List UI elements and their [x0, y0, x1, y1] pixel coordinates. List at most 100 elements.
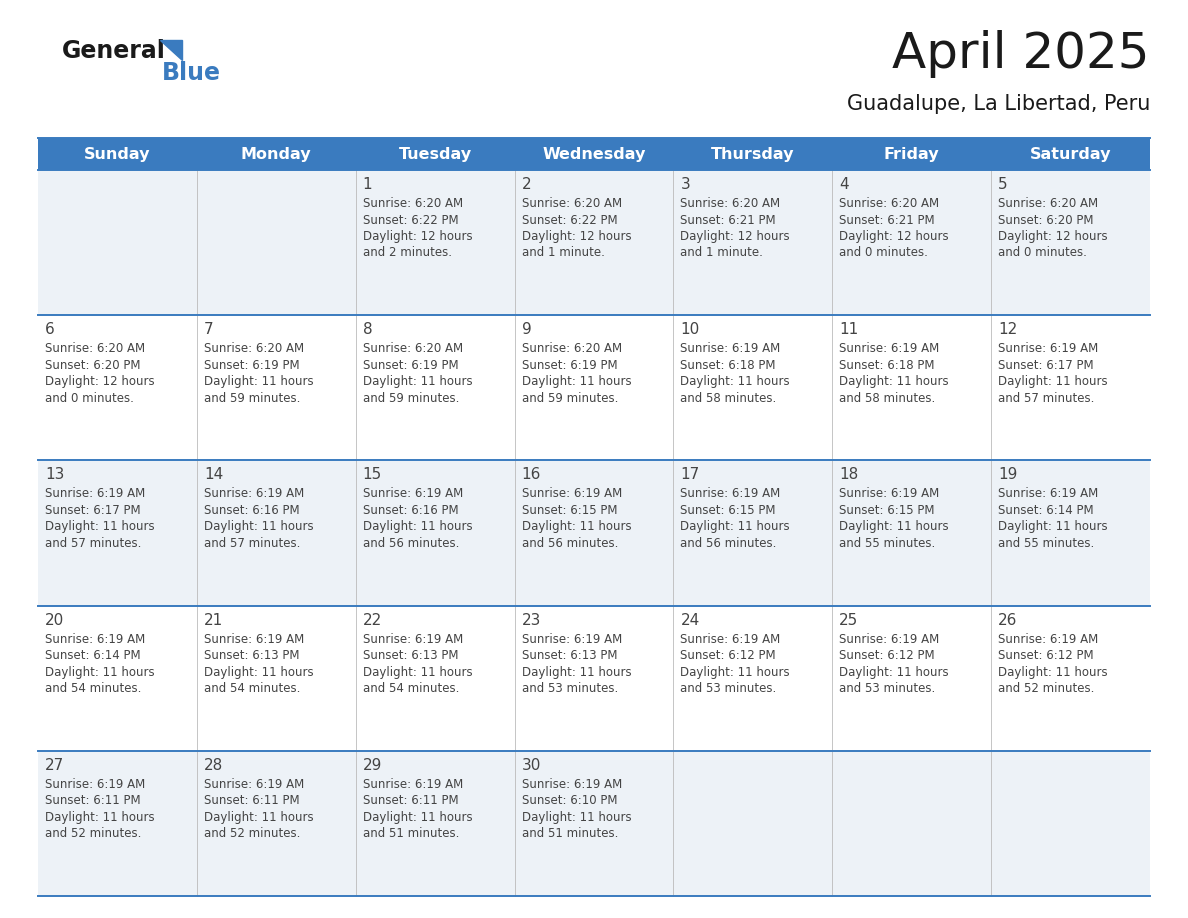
- Text: Daylight: 11 hours: Daylight: 11 hours: [204, 811, 314, 823]
- Text: Sunday: Sunday: [84, 147, 151, 162]
- Text: Sunset: 6:20 PM: Sunset: 6:20 PM: [998, 214, 1094, 227]
- Text: Sunrise: 6:19 AM: Sunrise: 6:19 AM: [681, 633, 781, 645]
- Text: Sunset: 6:17 PM: Sunset: 6:17 PM: [998, 359, 1094, 372]
- Text: and 56 minutes.: and 56 minutes.: [362, 537, 459, 550]
- Text: Daylight: 11 hours: Daylight: 11 hours: [998, 666, 1107, 678]
- Text: and 55 minutes.: and 55 minutes.: [839, 537, 935, 550]
- Text: and 0 minutes.: and 0 minutes.: [998, 247, 1087, 260]
- Text: and 0 minutes.: and 0 minutes.: [839, 247, 928, 260]
- Text: Sunrise: 6:20 AM: Sunrise: 6:20 AM: [522, 197, 621, 210]
- Text: 7: 7: [204, 322, 214, 337]
- Text: Sunrise: 6:19 AM: Sunrise: 6:19 AM: [681, 342, 781, 355]
- Text: Daylight: 12 hours: Daylight: 12 hours: [998, 230, 1107, 243]
- Text: Daylight: 11 hours: Daylight: 11 hours: [362, 811, 473, 823]
- Text: Sunset: 6:13 PM: Sunset: 6:13 PM: [204, 649, 299, 662]
- Text: Sunrise: 6:19 AM: Sunrise: 6:19 AM: [522, 487, 621, 500]
- Text: 5: 5: [998, 177, 1007, 192]
- Text: Daylight: 11 hours: Daylight: 11 hours: [204, 521, 314, 533]
- Text: 16: 16: [522, 467, 541, 482]
- Text: Sunrise: 6:19 AM: Sunrise: 6:19 AM: [362, 487, 463, 500]
- Text: 1: 1: [362, 177, 372, 192]
- Text: and 59 minutes.: and 59 minutes.: [204, 392, 301, 405]
- Bar: [38, 315, 1150, 461]
- Text: 25: 25: [839, 612, 859, 628]
- Text: Sunrise: 6:19 AM: Sunrise: 6:19 AM: [45, 633, 145, 645]
- Text: Sunset: 6:13 PM: Sunset: 6:13 PM: [362, 649, 459, 662]
- Text: Sunset: 6:19 PM: Sunset: 6:19 PM: [362, 359, 459, 372]
- Text: and 54 minutes.: and 54 minutes.: [362, 682, 459, 695]
- Text: Sunset: 6:11 PM: Sunset: 6:11 PM: [204, 794, 299, 807]
- Text: Friday: Friday: [884, 147, 940, 162]
- Text: Daylight: 11 hours: Daylight: 11 hours: [45, 521, 154, 533]
- Text: 13: 13: [45, 467, 64, 482]
- Text: Sunset: 6:16 PM: Sunset: 6:16 PM: [362, 504, 459, 517]
- Text: Daylight: 11 hours: Daylight: 11 hours: [522, 666, 631, 678]
- Text: 30: 30: [522, 757, 541, 773]
- Text: Sunrise: 6:19 AM: Sunrise: 6:19 AM: [362, 633, 463, 645]
- Bar: [38, 461, 1150, 606]
- Text: 20: 20: [45, 612, 64, 628]
- Text: and 53 minutes.: and 53 minutes.: [681, 682, 777, 695]
- Text: Sunset: 6:19 PM: Sunset: 6:19 PM: [522, 359, 618, 372]
- Text: Daylight: 12 hours: Daylight: 12 hours: [839, 230, 949, 243]
- Text: Sunrise: 6:19 AM: Sunrise: 6:19 AM: [522, 633, 621, 645]
- Text: Sunrise: 6:19 AM: Sunrise: 6:19 AM: [681, 487, 781, 500]
- Text: Sunset: 6:10 PM: Sunset: 6:10 PM: [522, 794, 617, 807]
- Text: Sunrise: 6:19 AM: Sunrise: 6:19 AM: [522, 778, 621, 790]
- Text: Sunset: 6:18 PM: Sunset: 6:18 PM: [681, 359, 776, 372]
- Text: and 53 minutes.: and 53 minutes.: [839, 682, 935, 695]
- Bar: [38, 138, 1150, 170]
- Text: Sunrise: 6:19 AM: Sunrise: 6:19 AM: [998, 342, 1099, 355]
- Text: Daylight: 11 hours: Daylight: 11 hours: [839, 666, 949, 678]
- Text: Sunrise: 6:19 AM: Sunrise: 6:19 AM: [839, 633, 940, 645]
- Text: Guadalupe, La Libertad, Peru: Guadalupe, La Libertad, Peru: [847, 94, 1150, 114]
- Text: Daylight: 12 hours: Daylight: 12 hours: [681, 230, 790, 243]
- Text: Sunset: 6:18 PM: Sunset: 6:18 PM: [839, 359, 935, 372]
- Text: Sunrise: 6:19 AM: Sunrise: 6:19 AM: [204, 778, 304, 790]
- Text: Daylight: 11 hours: Daylight: 11 hours: [839, 375, 949, 388]
- Text: 27: 27: [45, 757, 64, 773]
- Text: and 1 minute.: and 1 minute.: [681, 247, 764, 260]
- Bar: [38, 751, 1150, 896]
- Text: Daylight: 12 hours: Daylight: 12 hours: [45, 375, 154, 388]
- Text: Sunrise: 6:19 AM: Sunrise: 6:19 AM: [204, 633, 304, 645]
- Text: Tuesday: Tuesday: [399, 147, 472, 162]
- Text: Daylight: 12 hours: Daylight: 12 hours: [362, 230, 473, 243]
- Text: Saturday: Saturday: [1030, 147, 1111, 162]
- Text: Sunset: 6:14 PM: Sunset: 6:14 PM: [998, 504, 1094, 517]
- Text: and 56 minutes.: and 56 minutes.: [522, 537, 618, 550]
- Bar: [38, 606, 1150, 751]
- Polygon shape: [160, 40, 182, 60]
- Text: Sunset: 6:11 PM: Sunset: 6:11 PM: [362, 794, 459, 807]
- Text: and 58 minutes.: and 58 minutes.: [681, 392, 777, 405]
- Text: Sunset: 6:16 PM: Sunset: 6:16 PM: [204, 504, 299, 517]
- Text: Daylight: 11 hours: Daylight: 11 hours: [522, 521, 631, 533]
- Text: 6: 6: [45, 322, 55, 337]
- Text: Monday: Monday: [241, 147, 311, 162]
- Text: 24: 24: [681, 612, 700, 628]
- Text: 3: 3: [681, 177, 690, 192]
- Text: Daylight: 11 hours: Daylight: 11 hours: [681, 375, 790, 388]
- Text: Daylight: 11 hours: Daylight: 11 hours: [522, 375, 631, 388]
- Text: Daylight: 11 hours: Daylight: 11 hours: [681, 521, 790, 533]
- Text: and 51 minutes.: and 51 minutes.: [362, 827, 459, 840]
- Text: Sunrise: 6:20 AM: Sunrise: 6:20 AM: [45, 342, 145, 355]
- Text: 26: 26: [998, 612, 1017, 628]
- Text: Sunset: 6:22 PM: Sunset: 6:22 PM: [362, 214, 459, 227]
- Text: Daylight: 11 hours: Daylight: 11 hours: [522, 811, 631, 823]
- Text: Sunrise: 6:20 AM: Sunrise: 6:20 AM: [681, 197, 781, 210]
- Text: and 55 minutes.: and 55 minutes.: [998, 537, 1094, 550]
- Text: Daylight: 11 hours: Daylight: 11 hours: [362, 666, 473, 678]
- Text: Sunset: 6:17 PM: Sunset: 6:17 PM: [45, 504, 140, 517]
- Text: and 0 minutes.: and 0 minutes.: [45, 392, 134, 405]
- Text: Sunset: 6:15 PM: Sunset: 6:15 PM: [681, 504, 776, 517]
- Text: and 54 minutes.: and 54 minutes.: [204, 682, 301, 695]
- Text: Sunrise: 6:19 AM: Sunrise: 6:19 AM: [45, 778, 145, 790]
- Text: General: General: [62, 39, 166, 63]
- Text: and 54 minutes.: and 54 minutes.: [45, 682, 141, 695]
- Text: Sunset: 6:12 PM: Sunset: 6:12 PM: [839, 649, 935, 662]
- Text: 28: 28: [204, 757, 223, 773]
- Text: Daylight: 11 hours: Daylight: 11 hours: [998, 375, 1107, 388]
- Text: Daylight: 11 hours: Daylight: 11 hours: [45, 811, 154, 823]
- Text: Sunrise: 6:19 AM: Sunrise: 6:19 AM: [362, 778, 463, 790]
